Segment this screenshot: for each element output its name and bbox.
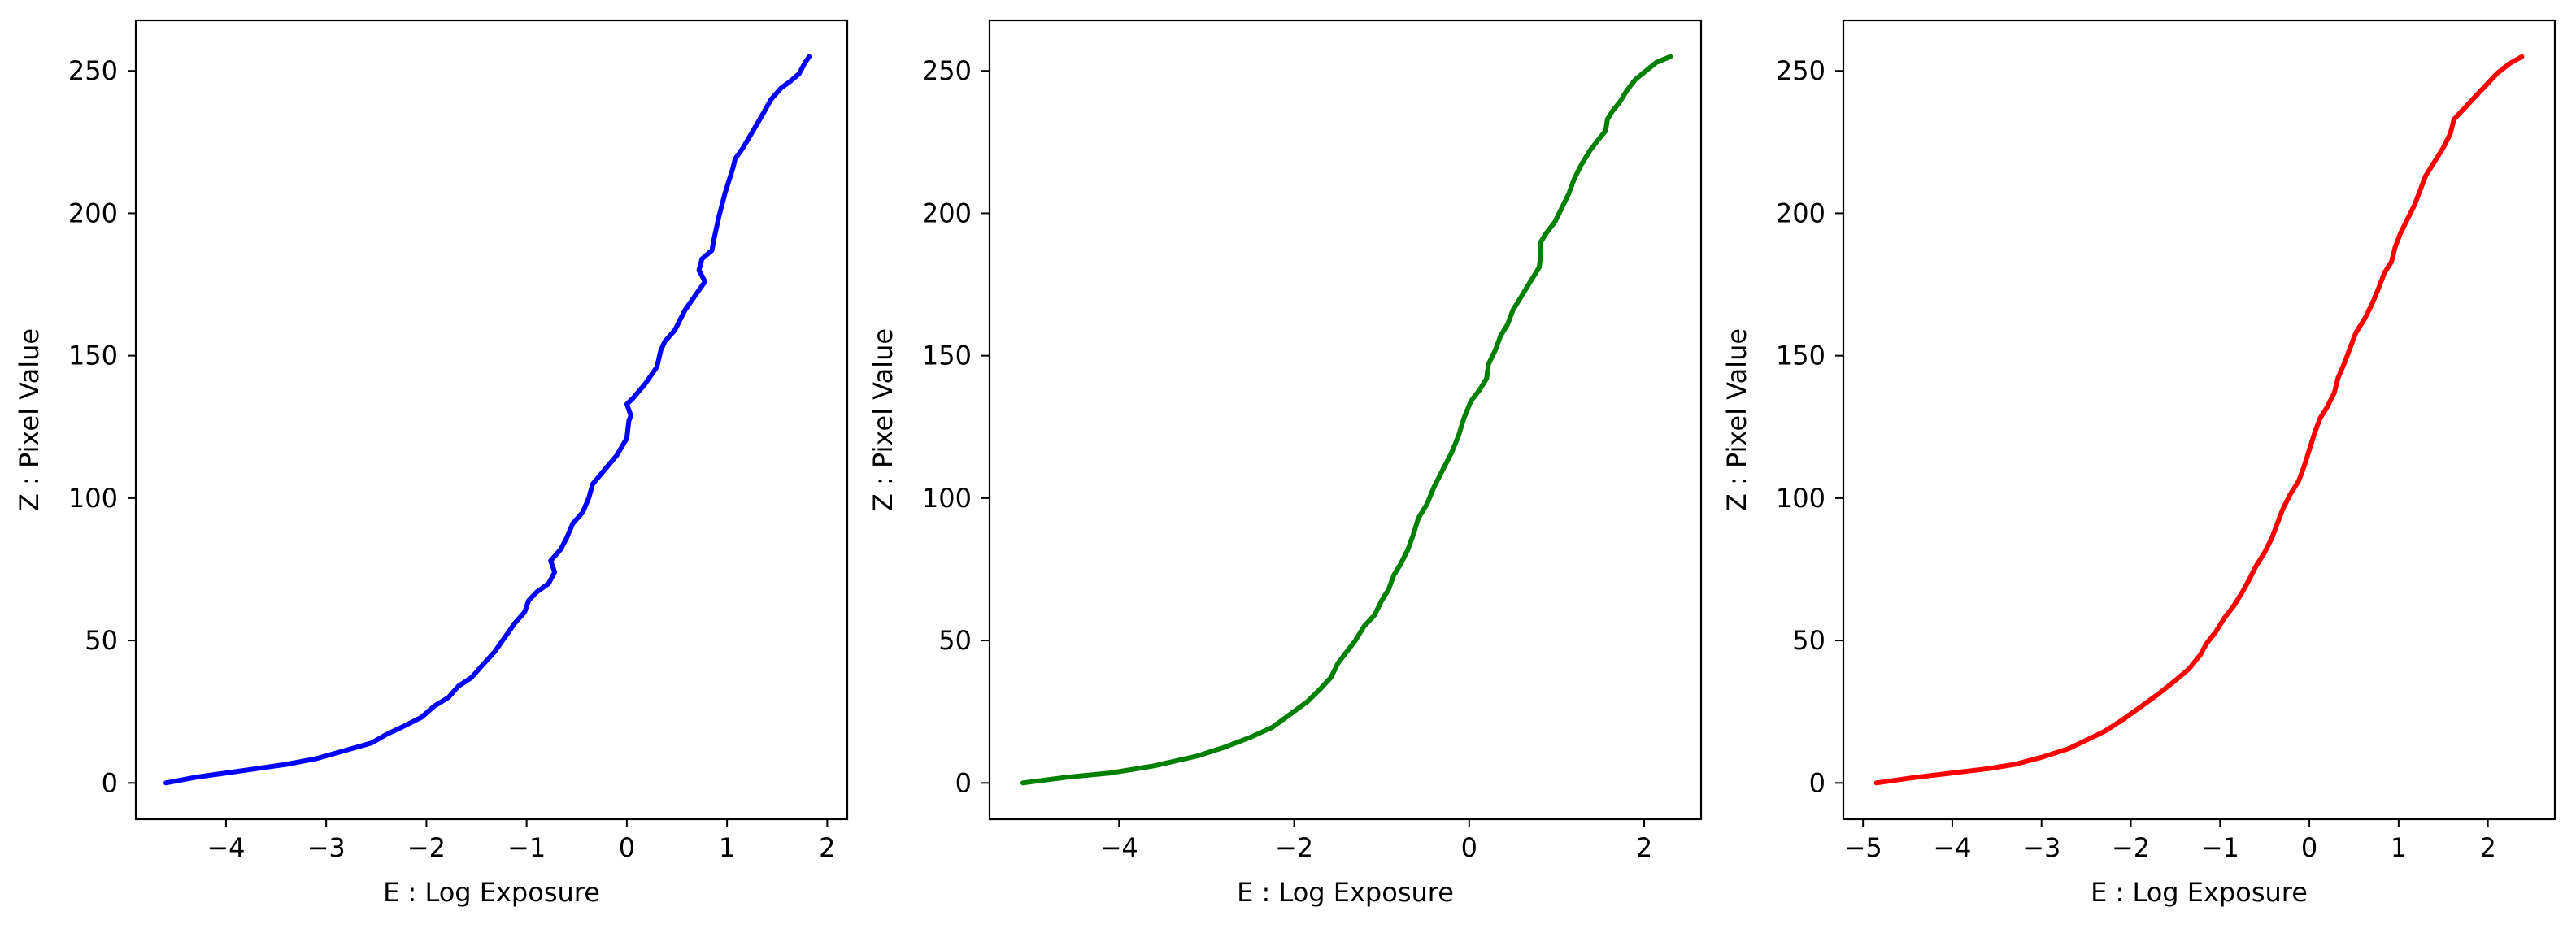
x-tick-label: −3 xyxy=(307,832,346,863)
x-tick-label: 2 xyxy=(819,832,835,863)
chart-panel-2: −4 −2 0 2 0 50 100 150 200 250 E : Log Exposure Z :… xyxy=(868,19,1703,908)
x-tick-label: −4 xyxy=(1100,832,1138,863)
y-tick-label: 150 xyxy=(922,341,972,371)
y-axis-label: Z : Pixel Value xyxy=(14,328,45,511)
x-tick-label: −2 xyxy=(407,832,446,863)
plot-frame xyxy=(134,19,849,821)
y-tick-label: 100 xyxy=(68,483,118,514)
y-axis-label: Z : Pixel Value xyxy=(868,328,899,511)
x-axis-label: E : Log Exposure xyxy=(383,877,600,908)
response-curve-line xyxy=(1873,54,2525,786)
y-tick-label: 150 xyxy=(68,341,118,371)
y-tick-label: 100 xyxy=(1776,483,1825,514)
x-axis-label: E : Log Exposure xyxy=(1237,877,1454,908)
x-tick-label: −5 xyxy=(1844,832,1882,863)
x-tick-label: 0 xyxy=(1461,832,1477,863)
plot-frame xyxy=(988,19,1703,821)
x-tick-label: 1 xyxy=(719,832,735,863)
y-tick-label: 250 xyxy=(1776,55,1825,86)
x-tick-label: 0 xyxy=(619,832,635,863)
y-tick-label: 0 xyxy=(102,767,118,798)
chart-panel-3: −5 −4 −3 −2 −1 0 1 2 0 50 100 150 200 250 E : Log Expo… xyxy=(1721,19,2556,908)
y-tick-label: 200 xyxy=(922,197,972,228)
y-tick-label: 250 xyxy=(68,55,118,86)
x-tick-label: 2 xyxy=(1636,832,1652,863)
x-tick-label: −3 xyxy=(2022,832,2060,863)
y-tick-label: 200 xyxy=(1776,197,1825,228)
x-tick-label: 1 xyxy=(2391,832,2407,863)
y-tick-label: 50 xyxy=(938,625,972,656)
chart-panel-1: −4 −3 −2 −1 0 1 2 0 50 100 150 200 250 E : Log Exposu… xyxy=(14,19,849,908)
y-tick-label: 50 xyxy=(1792,625,1825,656)
x-tick-label: −4 xyxy=(207,832,245,863)
x-tick-label: −4 xyxy=(1933,832,1971,863)
plot-frame xyxy=(1842,19,2556,821)
y-tick-label: 50 xyxy=(85,625,118,656)
x-tick-label: 0 xyxy=(2301,832,2317,863)
y-tick-label: 150 xyxy=(1776,341,1825,371)
y-tick-label: 200 xyxy=(68,197,118,228)
response-curve-line xyxy=(163,54,812,786)
response-curve-line xyxy=(1020,54,1673,786)
x-tick-label: 2 xyxy=(2479,832,2496,863)
y-axis-label: Z : Pixel Value xyxy=(1721,328,1752,511)
x-tick-label: −1 xyxy=(2201,832,2239,863)
x-tick-label: −1 xyxy=(507,832,546,863)
y-tick-label: 0 xyxy=(955,767,972,798)
y-tick-label: 0 xyxy=(1809,767,1825,798)
x-tick-label: −2 xyxy=(2112,832,2150,863)
y-tick-label: 250 xyxy=(922,55,972,86)
x-tick-label: −2 xyxy=(1275,832,1313,863)
y-tick-label: 100 xyxy=(922,483,972,514)
x-axis-label: E : Log Exposure xyxy=(2091,877,2308,908)
